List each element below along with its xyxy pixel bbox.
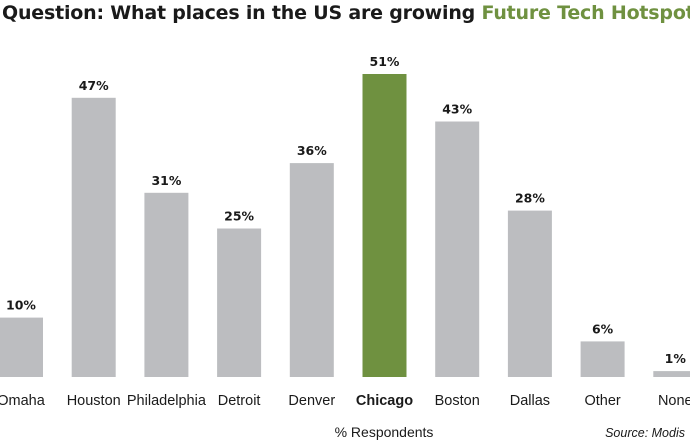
category-label-denver: Denver <box>288 393 335 409</box>
bar-philadelphia <box>144 192 189 377</box>
bar-none <box>653 371 690 377</box>
bar-omaha <box>0 317 43 377</box>
value-labels-group: 10% 47% 31% 25% 36% 51% 43% 28% 6% 1% <box>6 54 686 366</box>
bar-other <box>580 341 625 377</box>
category-label-other: Other <box>584 393 620 409</box>
category-labels-group: Omaha Houston Philadelphia Detroit Denver Chi… <box>0 393 690 409</box>
category-label-philadelphia: Philadelphia <box>127 393 207 409</box>
value-label-omaha: 10% <box>6 298 36 313</box>
value-label-detroit: 25% <box>224 209 254 224</box>
x-axis-label: % Respondents <box>335 424 434 440</box>
value-label-philadelphia: 31% <box>151 173 181 188</box>
value-label-chicago: 51% <box>370 54 400 69</box>
value-label-boston: 43% <box>442 102 472 117</box>
chart-title-highlight: Future Tech Hotspots <box>481 2 690 24</box>
bar-denver <box>289 163 334 377</box>
category-label-detroit: Detroit <box>218 393 261 409</box>
bar-chicago <box>362 74 407 377</box>
category-label-houston: Houston <box>67 393 121 409</box>
chart-title-prefix: Question: What places in the US are grow… <box>2 2 482 24</box>
value-label-none: 1% <box>665 351 687 366</box>
category-label-dallas: Dallas <box>510 393 550 409</box>
source-label: Source: Modis <box>605 426 685 440</box>
category-label-chicago: Chicago <box>356 393 413 409</box>
bar-houston <box>71 97 116 378</box>
bar-dallas <box>507 210 552 377</box>
bar-detroit <box>217 228 262 377</box>
chart-title: Question: What places in the US are grow… <box>2 0 690 26</box>
category-label-none: None <box>658 393 690 409</box>
category-label-boston: Boston <box>435 393 480 409</box>
value-label-denver: 36% <box>297 143 327 158</box>
bars-group <box>0 74 690 378</box>
value-label-dallas: 28% <box>515 191 545 206</box>
value-label-houston: 47% <box>79 78 109 93</box>
bar-boston <box>435 121 480 377</box>
value-label-other: 6% <box>592 321 614 336</box>
category-label-omaha: Omaha <box>0 393 46 409</box>
